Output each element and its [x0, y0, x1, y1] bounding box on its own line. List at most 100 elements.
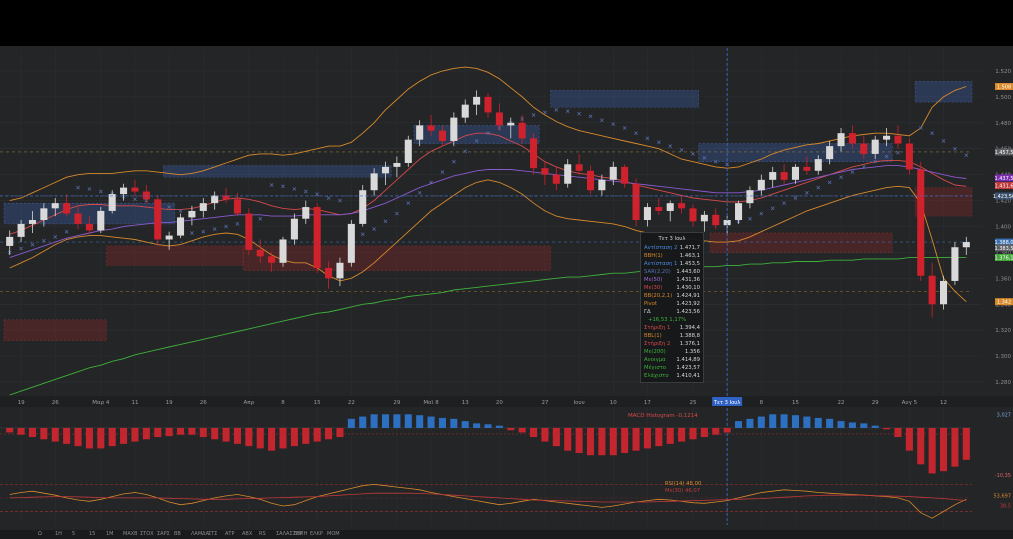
- price-axis-label: 1.400: [995, 225, 1011, 231]
- candle-body: [803, 166, 811, 171]
- toolbar-item[interactable]: ΣΤΟΧ: [140, 531, 154, 537]
- price-axis-label: 1.280: [995, 380, 1011, 386]
- toolbar-item[interactable]: ΣΑΡΣ: [157, 531, 170, 537]
- macd-bar: [541, 427, 549, 442]
- candle-body: [233, 199, 241, 214]
- sar-marker: [691, 152, 695, 156]
- toolbar-item[interactable]: ΣΤΣ: [208, 531, 218, 537]
- toolbar-item[interactable]: ΕΛΚΡ: [310, 531, 323, 537]
- sar-marker: [87, 187, 92, 191]
- time-axis-label: 22: [838, 400, 845, 406]
- tooltip-row: Αντίσταση 2 1.471,7: [644, 244, 700, 252]
- sar-marker: [76, 185, 80, 190]
- rsi-legend-label: RSI(14) 48,00: [665, 481, 702, 487]
- candle-body: [757, 179, 765, 191]
- sar-marker: [224, 224, 228, 229]
- macd-bar: [712, 427, 720, 435]
- toolbar-item[interactable]: 1Μ: [106, 531, 114, 537]
- candle-body: [188, 210, 196, 218]
- tooltip-row: SAR(2,20) 1.443,60: [644, 268, 700, 276]
- support-zone: [106, 245, 244, 266]
- toolbar-item[interactable]: 15: [89, 531, 96, 537]
- time-axis-label: 26: [52, 400, 59, 406]
- time-axis-label: 8: [760, 400, 764, 406]
- candle-body: [142, 191, 150, 200]
- toolbar-item[interactable]: 5: [72, 531, 76, 537]
- sar-marker: [281, 184, 285, 189]
- macd-bar: [518, 427, 526, 433]
- macd-bar: [689, 427, 697, 440]
- candle-body: [860, 143, 868, 154]
- tooltip-row-label: Αντίσταση 1: [644, 261, 678, 267]
- sar-marker: [178, 209, 183, 213]
- sar-marker: [42, 238, 46, 243]
- macd-bar: [609, 427, 617, 456]
- tooltip-row-value: 1.423,92: [676, 301, 700, 307]
- price-axis-label: 1.480: [995, 121, 1011, 127]
- candle-body: [473, 96, 481, 105]
- toolbar-item[interactable]: ΑΤΡ: [225, 531, 235, 537]
- toolbar-item[interactable]: Ω: [38, 531, 42, 537]
- price-axis-label: 1.500: [995, 95, 1011, 101]
- macd-bar: [233, 427, 241, 444]
- macd-bar: [142, 427, 150, 440]
- toolbar-item[interactable]: 1Η: [55, 531, 62, 537]
- candle-body: [621, 166, 629, 184]
- candle-body: [598, 179, 606, 191]
- tooltip-row: Mε(200) 1.356: [644, 348, 700, 356]
- sar-marker: [543, 110, 547, 115]
- tooltip-row-value: 1.443,60: [676, 269, 700, 275]
- sar-marker: [360, 232, 365, 237]
- candle-body: [211, 195, 219, 204]
- sar-marker: [918, 126, 923, 130]
- tooltip-row-value: 1.463,1: [679, 253, 700, 259]
- macd-bar: [552, 427, 560, 447]
- candle-body: [530, 138, 538, 169]
- toolbar-item[interactable]: ΜΑΧΒ: [123, 531, 138, 537]
- toolbar-item[interactable]: ΣΑΛΑΣΤΟΡ: [276, 531, 303, 537]
- macd-bar: [336, 427, 344, 438]
- sar-marker: [816, 185, 821, 190]
- candle-body: [666, 203, 674, 211]
- crosshair-time-badge: [712, 397, 743, 406]
- price-badge: [995, 174, 1013, 182]
- macd-bar: [507, 427, 515, 431]
- toolbar-item[interactable]: ΒΒ: [174, 531, 181, 537]
- macd-bar: [40, 427, 48, 440]
- toolbar-item[interactable]: ΛΑΜΔΑ: [191, 531, 209, 537]
- macd-bar: [120, 427, 128, 444]
- macd-bar: [791, 415, 800, 428]
- candle-body: [393, 162, 401, 167]
- time-axis-label: 17: [644, 400, 651, 406]
- macd-bar: [678, 427, 686, 442]
- macd-bar: [108, 427, 116, 447]
- rsi-line: [9, 483, 967, 519]
- candle-body: [826, 146, 834, 160]
- sar-marker: [793, 196, 798, 200]
- candle-body: [632, 183, 640, 221]
- indicator-toolbar: Ω 1Η 5 15 1Μ ΜΑΧΒ ΣΤΟΧ ΣΑΡΣ ΒΒ ΛΑΜΔΑ ΣΤΣ ΑΤΡ ΑΒΧ RS ΣΑ…: [0, 530, 1013, 539]
- price-badge-label: 1.437,5: [994, 176, 1013, 182]
- sar-marker: [941, 139, 946, 143]
- tooltip-row: BBH(1) 1.463,1: [644, 252, 700, 260]
- macd-bar: [199, 427, 207, 438]
- macd-bar: [85, 427, 93, 449]
- toolbar-item[interactable]: RS: [259, 531, 266, 537]
- candle-body: [63, 203, 71, 214]
- sar-marker: [611, 122, 616, 126]
- price-axis-label: 1.420: [995, 199, 1011, 205]
- toolbar-item[interactable]: ΜΟΜ: [327, 531, 340, 537]
- candle-body: [564, 164, 572, 184]
- sar-marker: [679, 148, 684, 152]
- toolbar-item[interactable]: ΖΗΧΗ: [293, 531, 308, 537]
- candle-body: [131, 187, 139, 192]
- toolbar-item[interactable]: ΑΒΧ: [242, 531, 253, 537]
- macd-bar: [666, 427, 674, 444]
- candle-body: [689, 208, 697, 222]
- price-badge-label: 1.342: [997, 300, 1011, 306]
- macd-title: MACD Histogram -0,1214: [628, 413, 698, 419]
- candle-body: [336, 262, 344, 279]
- macd-bar: [461, 421, 469, 428]
- sar-marker: [634, 131, 638, 136]
- chart-canvas[interactable]: 1.5201.5001.4801.4601.4401.4201.4001.380…: [0, 46, 1013, 530]
